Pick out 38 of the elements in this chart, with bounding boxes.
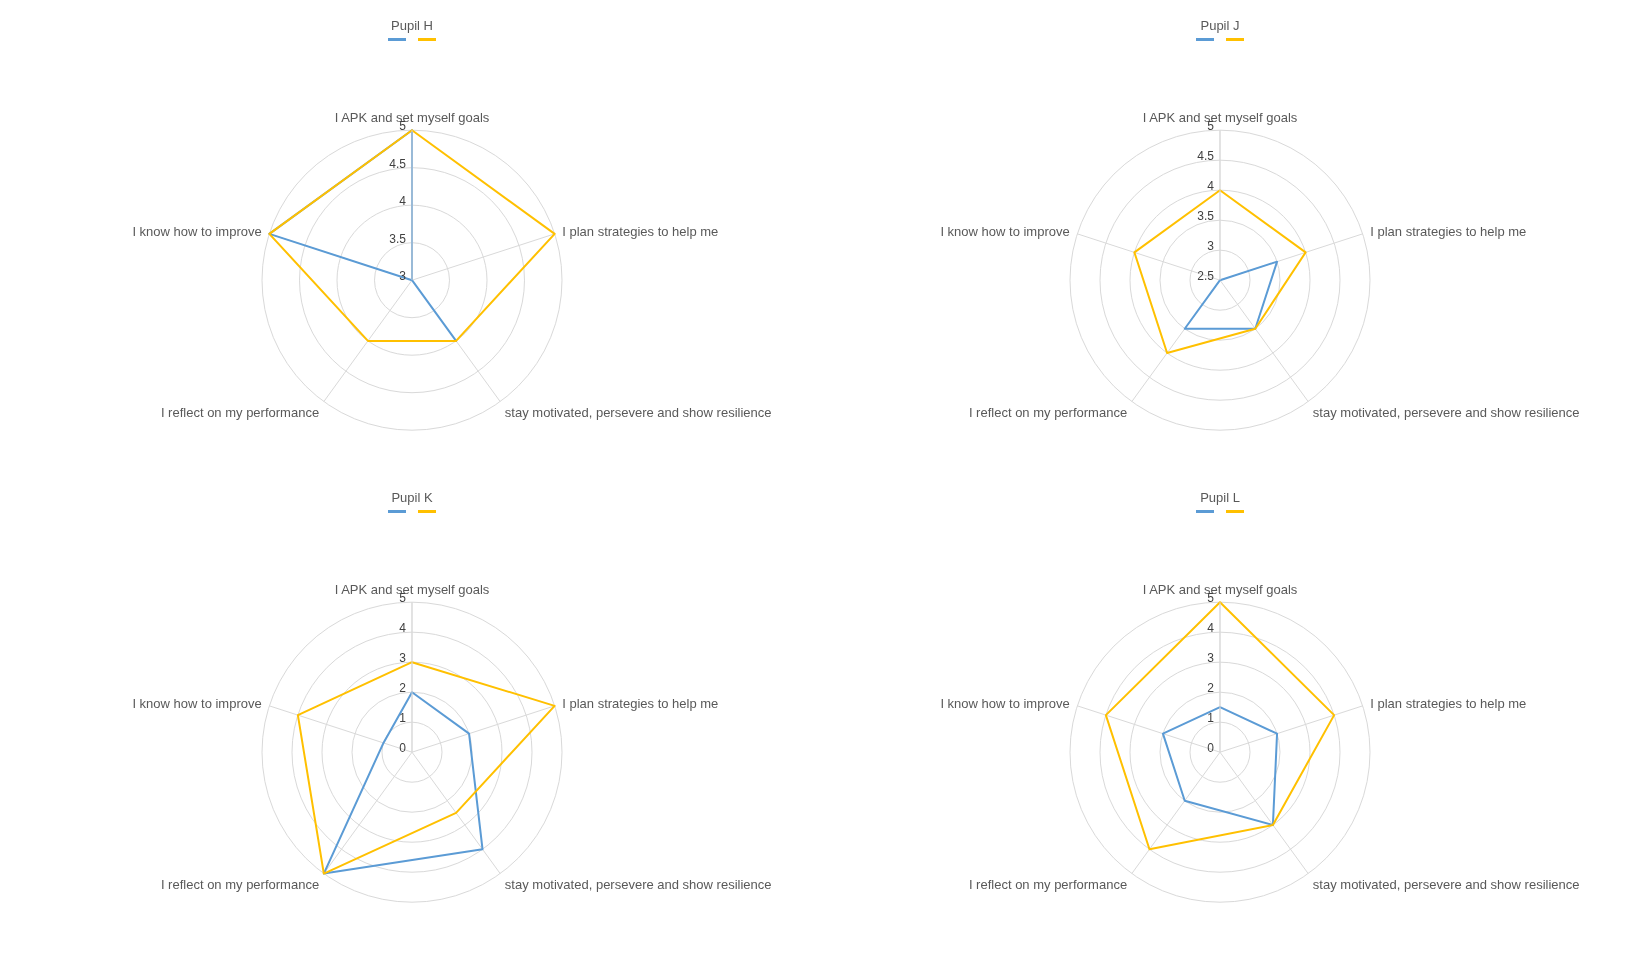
chart-title: Pupil H [390, 17, 434, 35]
y-tick-label: 2 [1207, 681, 1215, 696]
spoke-label: I reflect on my performance [968, 405, 1128, 421]
spoke-label: I plan strategies to help me [1370, 695, 1527, 711]
y-tick-label: 3 [1207, 651, 1215, 666]
y-tick-label: 4.5 [1197, 149, 1215, 164]
y-tick-label: 3.5 [1197, 209, 1215, 224]
y-tick-label: 4.5 [389, 156, 407, 171]
spoke-label: I plan strategies to help me [562, 223, 719, 239]
y-tick-label: 2.5 [1197, 269, 1215, 284]
spoke-label: I reflect on my performance [160, 877, 320, 893]
y-tick-label: 2 [399, 681, 407, 696]
chart-title: Pupil L [1199, 489, 1241, 507]
chart-title: Pupil K [390, 489, 434, 507]
spoke-label: I plan strategies to help me [562, 695, 719, 711]
spoke-label: I plan strategies to help me [1370, 223, 1527, 239]
y-tick-label: 3 [399, 651, 407, 666]
y-tick-label: 4 [399, 194, 407, 209]
y-tick-label: 0 [399, 741, 407, 756]
chart-title: Pupil J [1199, 17, 1241, 35]
spoke-label: I know how to improve [940, 695, 1070, 711]
spoke-label: stay motivated, persevere and show resilience [504, 405, 772, 421]
y-tick-label: 4 [399, 621, 407, 636]
spoke-label: stay motivated, persevere and show resilience [504, 877, 772, 893]
spoke-label: I reflect on my performance [160, 405, 320, 421]
spoke-label: I know how to improve [132, 695, 262, 711]
spoke-label: I know how to improve [132, 223, 262, 239]
spoke-label: I reflect on my performance [968, 877, 1128, 893]
y-tick-label: 1 [399, 711, 407, 726]
spoke-label: stay motivated, persevere and show resilience [1312, 877, 1580, 893]
y-tick-label: 4 [1207, 621, 1215, 636]
y-tick-label: 1 [1207, 711, 1215, 726]
y-tick-label: 4 [1207, 179, 1215, 194]
y-tick-label: 0 [1207, 741, 1215, 756]
y-tick-label: 3.5 [389, 231, 407, 246]
spoke-label: stay motivated, persevere and show resilience [1312, 405, 1580, 421]
spoke-label: I know how to improve [940, 223, 1070, 239]
y-tick-label: 3 [1207, 239, 1215, 254]
